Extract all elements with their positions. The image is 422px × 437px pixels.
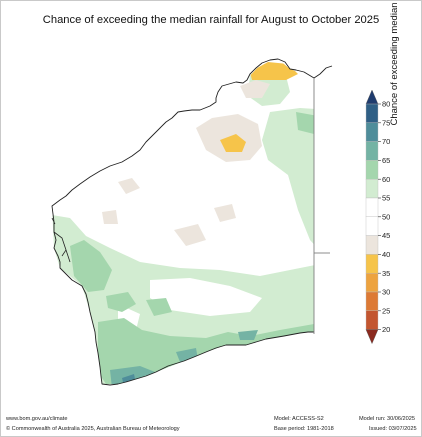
shade-beige-5 <box>214 204 236 222</box>
legend-tick-label: 40 <box>382 250 390 259</box>
map-title: Chance of exceeding the median rainfall … <box>42 14 380 26</box>
shade-mid-green-1 <box>70 240 112 292</box>
legend-band-70-75 <box>365 122 379 142</box>
shade-beige-3 <box>118 178 140 194</box>
shade-mid-green-5 <box>296 112 314 134</box>
footer-base-period: Base period: 1981-2018 <box>274 426 334 432</box>
shade-mid-green-3 <box>106 292 136 312</box>
shade-beige-4 <box>174 224 206 246</box>
legend-band-45-50 <box>365 216 379 236</box>
legend-band-35-40 <box>365 254 379 274</box>
legend-colorbar: 80 75 70 65 60 55 50 45 40 35 30 25 20 <box>365 89 390 345</box>
sharks-bay-peninsula <box>53 231 71 263</box>
shade-orange-kimberley <box>250 62 298 80</box>
footer-copyright: © Commonwealth of Australia 2025, Austra… <box>6 426 180 432</box>
legend-tick-label: 35 <box>382 269 390 278</box>
legend-band-75-80 <box>365 103 379 123</box>
footer-issued: Issued: 03/07/2025 <box>369 426 417 432</box>
coastline <box>51 58 315 386</box>
legend-bottom-arrow <box>365 329 379 345</box>
legend-tick-label: 55 <box>382 194 390 203</box>
shade-beige-2 <box>240 80 270 98</box>
legend-band-50-55 <box>365 197 379 217</box>
legend-band-20-25 <box>365 310 379 330</box>
shade-orange-pilbara <box>220 134 246 152</box>
legend-tick-label: 20 <box>382 325 390 334</box>
legend-axis-label: Chance of exceeding median rainfall (%) <box>389 0 400 126</box>
shade-teal-3 <box>238 330 258 340</box>
legend-top-arrow <box>365 89 379 105</box>
nt-coast-fragment <box>313 65 333 79</box>
legend-band-60-65 <box>365 160 379 180</box>
shade-white-interior-a <box>150 278 262 316</box>
legend-tick-label: 80 <box>382 100 390 109</box>
legend-tick-label: 45 <box>382 231 390 240</box>
legend-tick-label: 70 <box>382 137 390 146</box>
offshore-island <box>51 217 56 225</box>
shade-beige-6 <box>102 210 118 224</box>
legend-tick-label: 60 <box>382 175 390 184</box>
legend-band-65-70 <box>365 141 379 161</box>
legend-band-30-35 <box>365 273 379 293</box>
legend-tick-label: 65 <box>382 156 390 165</box>
footer-website[interactable]: www.bom.gov.au/climate <box>6 416 68 422</box>
shade-mid-green-4 <box>146 298 172 316</box>
legend-band-55-60 <box>365 178 379 199</box>
footer-model-run: Model run: 30/06/2025 <box>359 416 415 422</box>
legend-tick-label: 75 <box>382 118 390 127</box>
legend-tick-label: 30 <box>382 288 390 297</box>
legend-tick-label: 25 <box>382 306 390 315</box>
legend-tick-label: 50 <box>382 212 390 221</box>
footer-model: Model: ACCESS-S2 <box>274 416 324 422</box>
shade-green-east <box>262 108 314 262</box>
legend-band-25-30 <box>365 291 379 311</box>
legend-band-40-45 <box>365 235 379 255</box>
